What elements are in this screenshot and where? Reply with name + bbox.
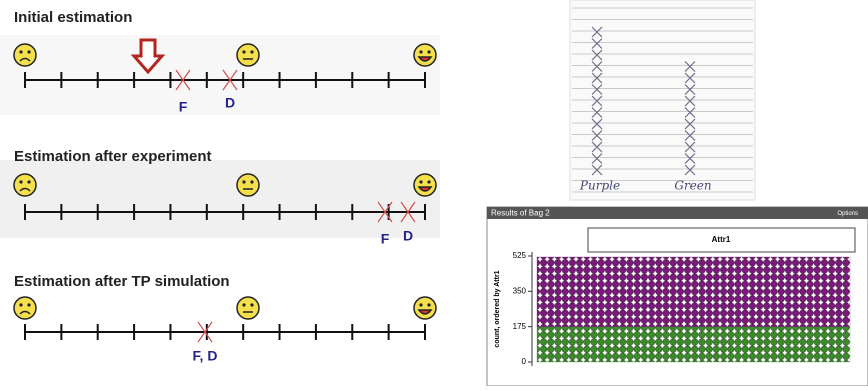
dot-segment (537, 327, 850, 362)
face (237, 174, 259, 196)
face-circle (237, 44, 259, 66)
eye (427, 303, 430, 306)
panel-bg (0, 160, 440, 238)
face-circle (237, 297, 259, 319)
y-axis-label: count, ordered by Attr1 (494, 270, 501, 347)
y-tick-label: 350 (513, 286, 527, 295)
tally-label: Green (674, 179, 711, 193)
estimate-label: D (225, 95, 235, 111)
face (414, 174, 436, 196)
estimate-label: F (381, 231, 390, 247)
face-circle (414, 174, 436, 196)
panel-bg (0, 35, 440, 115)
face-circle (414, 44, 436, 66)
eye (250, 303, 253, 306)
face (14, 174, 36, 196)
estimate-label: F (179, 99, 188, 115)
eye (427, 180, 430, 183)
eye (419, 50, 422, 53)
figure: Initial estimationFDEstimation after exp… (0, 0, 868, 386)
eye (19, 50, 22, 53)
dot-segment (537, 257, 850, 327)
estimate-label: D (403, 228, 413, 244)
eye (19, 303, 22, 306)
face-circle (14, 174, 36, 196)
panel-title: Estimation after experiment (14, 148, 212, 165)
eye (427, 50, 430, 53)
face-circle (414, 297, 436, 319)
eye (242, 180, 245, 183)
panel-title: Initial estimation (14, 9, 132, 26)
eye (419, 303, 422, 306)
face (237, 44, 259, 66)
eye (419, 180, 422, 183)
panel-title: Estimation after TP simulation (14, 273, 230, 290)
eye (19, 180, 22, 183)
y-tick-label: 175 (513, 322, 527, 331)
y-tick-label: 0 (522, 357, 527, 366)
eye (27, 180, 30, 183)
face-circle (14, 44, 36, 66)
legend-title: Attr1 (712, 235, 731, 244)
face (14, 44, 36, 66)
y-tick-label: 525 (513, 251, 527, 260)
face (237, 297, 259, 319)
tally-label: Purple (579, 179, 620, 193)
face (14, 297, 36, 319)
eye (242, 303, 245, 306)
face (414, 297, 436, 319)
eye (250, 180, 253, 183)
plot-title: Results of Bag 2 (491, 209, 550, 218)
estimate-label: F, D (193, 348, 218, 364)
face-circle (14, 297, 36, 319)
eye (27, 303, 30, 306)
face (414, 44, 436, 66)
eye (250, 50, 253, 53)
face-circle (237, 174, 259, 196)
eye (242, 50, 245, 53)
options: Options (837, 211, 858, 217)
eye (27, 50, 30, 53)
